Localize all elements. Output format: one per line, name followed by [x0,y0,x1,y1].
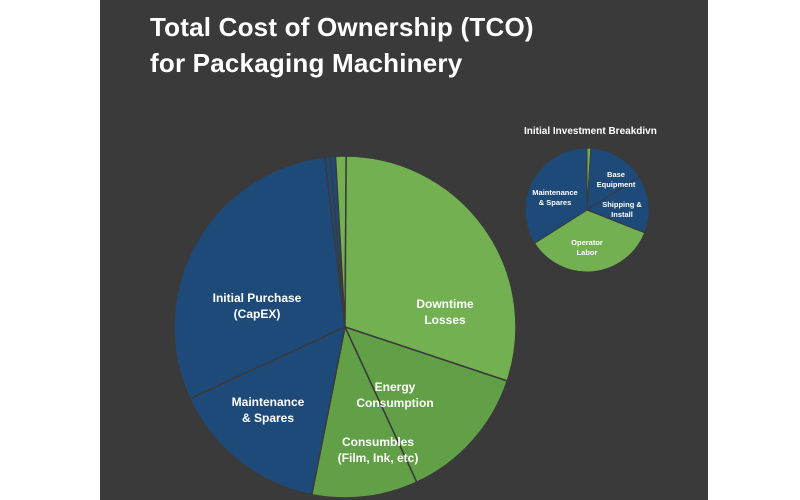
slice-label-operator-labor: Operator Labor [571,238,603,257]
inset-chart-title: Initial Investment Breakdivn [524,126,657,137]
main-pie [173,155,517,499]
slice-label-shipping-install: Shipping & Install [602,200,642,219]
slice-label-maintenance-spares: Maintenance & Spares [532,188,577,207]
pie-slice-shipping-install [586,176,650,234]
pie-slice-unlabeled-7 [324,155,346,328]
pie-slice-consumbles-film-ink-etc [311,326,418,499]
pie-slice-operator-labor [534,209,646,273]
inset-pie-labels: Base Equipment Shipping & Install Operator La… [532,170,642,257]
chart-canvas: Total Cost of Ownership (TCO) for Packag… [100,0,708,500]
pie-slice-initial-purchase-capex [173,156,346,400]
slice-label-consumbles-film-ink-etc: Consumbles (Film, Ink, etc) [338,435,419,465]
slice-label-maintenance-spares: Maintenance & Spares [232,395,305,425]
slice-label-energy-consumption: Energy Consumption [356,380,433,410]
inset-pie [524,147,650,273]
slice-label-downtime-losses: Downtime Losses [416,297,474,327]
pie-slice-base-equipment [586,147,640,211]
chart-title-line-2: for Packaging Machinery [150,48,463,78]
main-pie-labels: Initial Purchase (CapEX) Maintenance & Spar… [213,291,474,465]
chart-title-line-1: Total Cost of Ownership (TCO) [150,12,534,42]
pie-slice-maintenance-spares [524,147,588,244]
slice-label-initial-purchase-capex: Initial Purchase (CapEX) [213,291,302,321]
slice-label-base-equipment: Base Equipment [597,170,636,189]
pie-slice-downtime-losses [344,155,517,382]
pie-slice-maintenance-spares [189,326,346,496]
pie-charts-svg: Initial Purchase (CapEX) Maintenance & Spar… [173,147,650,499]
pie-slice-energy-consumption [344,326,509,483]
